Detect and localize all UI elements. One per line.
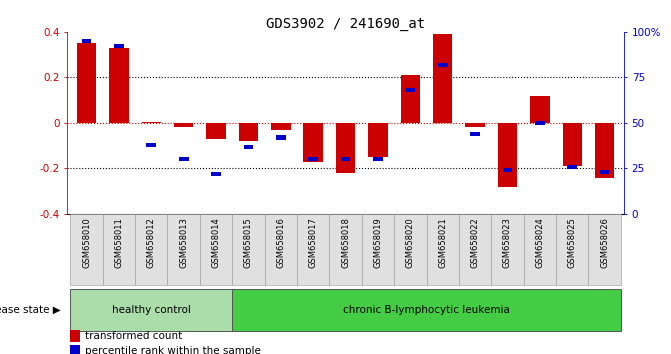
Bar: [329, 214, 362, 285]
Text: GSM658026: GSM658026: [600, 217, 609, 268]
Bar: [174, 123, 193, 127]
Text: transformed count: transformed count: [85, 331, 182, 341]
Bar: [109, 48, 129, 123]
Text: GSM658023: GSM658023: [503, 217, 512, 268]
Bar: [244, 144, 253, 149]
Bar: [470, 132, 480, 136]
Text: GSM658025: GSM658025: [568, 217, 576, 268]
Bar: [433, 34, 452, 123]
Text: GSM658017: GSM658017: [309, 217, 317, 268]
Bar: [70, 330, 80, 342]
Bar: [336, 123, 355, 173]
Bar: [595, 123, 615, 177]
Bar: [341, 157, 350, 161]
Bar: [588, 214, 621, 285]
Text: disease state ▶: disease state ▶: [0, 305, 60, 315]
Bar: [362, 214, 394, 285]
Bar: [76, 43, 96, 123]
Bar: [168, 214, 200, 285]
Bar: [556, 214, 588, 285]
Bar: [368, 123, 388, 157]
Text: GSM658010: GSM658010: [82, 217, 91, 268]
Bar: [568, 165, 577, 169]
Bar: [535, 121, 545, 125]
Bar: [264, 214, 297, 285]
Bar: [498, 123, 517, 187]
Bar: [103, 214, 135, 285]
Bar: [297, 214, 329, 285]
Bar: [466, 123, 484, 127]
Bar: [276, 135, 286, 139]
Bar: [530, 96, 550, 123]
Bar: [146, 143, 156, 147]
Text: GSM658012: GSM658012: [147, 217, 156, 268]
Title: GDS3902 / 241690_at: GDS3902 / 241690_at: [266, 17, 425, 31]
Bar: [70, 214, 103, 285]
Bar: [459, 214, 491, 285]
Text: GSM658014: GSM658014: [211, 217, 221, 268]
Bar: [303, 123, 323, 161]
Bar: [82, 39, 91, 43]
Bar: [600, 170, 609, 174]
Text: GSM658016: GSM658016: [276, 217, 285, 268]
Text: GSM658013: GSM658013: [179, 217, 188, 268]
Bar: [178, 157, 189, 161]
Text: percentile rank within the sample: percentile rank within the sample: [85, 346, 261, 354]
Bar: [135, 214, 168, 285]
Bar: [309, 157, 318, 161]
Bar: [207, 123, 225, 139]
Bar: [70, 345, 80, 354]
Bar: [523, 214, 556, 285]
Bar: [405, 88, 415, 92]
Text: GSM658022: GSM658022: [470, 217, 480, 268]
Text: GSM658020: GSM658020: [406, 217, 415, 268]
Bar: [401, 75, 420, 123]
Text: GSM658021: GSM658021: [438, 217, 447, 268]
Text: GSM658018: GSM658018: [341, 217, 350, 268]
Bar: [373, 157, 382, 161]
Text: chronic B-lymphocytic leukemia: chronic B-lymphocytic leukemia: [343, 305, 510, 315]
Bar: [271, 123, 291, 130]
Bar: [427, 214, 459, 285]
Bar: [232, 289, 621, 331]
Bar: [562, 123, 582, 166]
Text: GSM658024: GSM658024: [535, 217, 544, 268]
Bar: [232, 214, 264, 285]
Bar: [200, 214, 232, 285]
Bar: [503, 168, 513, 172]
Text: GSM658019: GSM658019: [374, 217, 382, 268]
Text: healthy control: healthy control: [112, 305, 191, 315]
Bar: [394, 214, 427, 285]
Text: GSM658011: GSM658011: [115, 217, 123, 268]
Bar: [114, 44, 123, 48]
Bar: [239, 123, 258, 141]
Bar: [70, 289, 232, 331]
Bar: [142, 122, 161, 123]
Bar: [438, 63, 448, 67]
Bar: [491, 214, 523, 285]
Text: GSM658015: GSM658015: [244, 217, 253, 268]
Bar: [211, 172, 221, 176]
